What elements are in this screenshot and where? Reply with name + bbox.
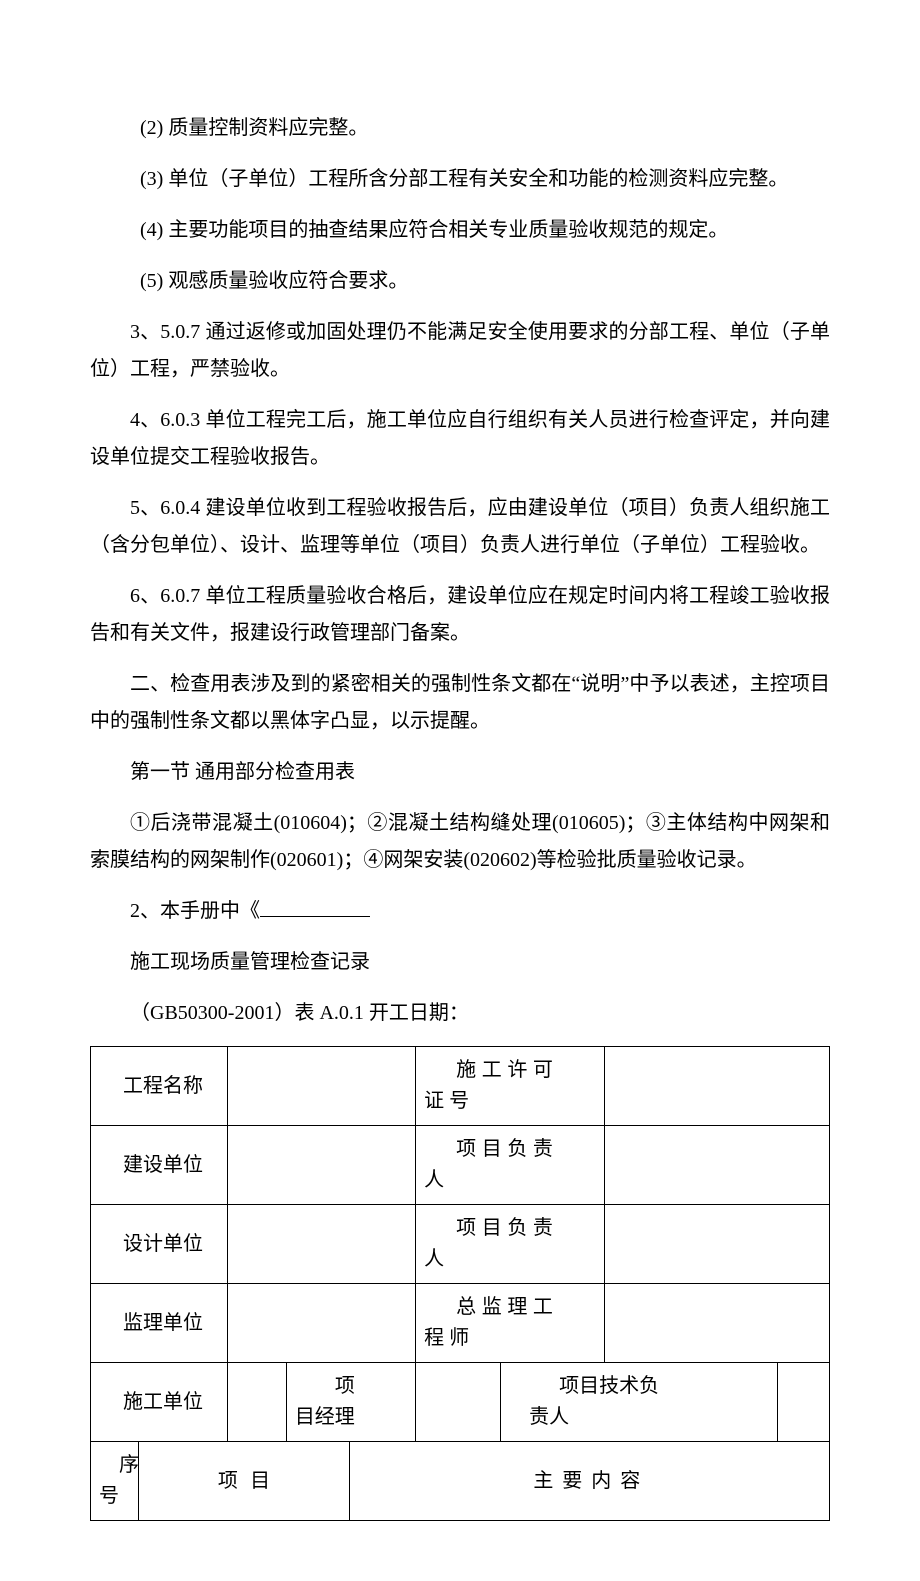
design-lead-line1: 项目负责 xyxy=(424,1217,558,1239)
cell-design-label: 设计单位 xyxy=(91,1205,228,1284)
cell-contractor-label: 施工单位 xyxy=(91,1363,228,1442)
paragraph-4: (4) 主要功能项目的抽查结果应符合相关专业质量验收规范的规定。 xyxy=(90,212,830,249)
cell-pm-value xyxy=(416,1363,501,1442)
seq-line1: 序 xyxy=(99,1454,139,1476)
cell-tech-lead-label: 项目技术负 责人 xyxy=(501,1363,778,1442)
cell-owner-label: 建设单位 xyxy=(91,1126,228,1205)
design-lead-line2: 人 xyxy=(424,1248,444,1270)
pm-line1: 项 xyxy=(295,1375,355,1397)
cell-contractor-value xyxy=(227,1363,286,1442)
paragraph-3: (3) 单位（子单位）工程所含分部工程有关安全和功能的检测资料应完整。 xyxy=(90,161,830,198)
permit-line2: 证 号 xyxy=(424,1090,469,1112)
paragraph-gb-code: （GB50300-2001）表 A.0.1 开工日期： xyxy=(90,995,830,1032)
paragraph-5: (5) 观感质量验收应符合要求。 xyxy=(90,263,830,300)
cell-owner-lead-label: 项目负责 人 xyxy=(416,1126,604,1205)
tech-lead-line1: 项目技术负 xyxy=(509,1375,659,1397)
cell-chief-eng-label: 总监理工 程 师 xyxy=(416,1284,604,1363)
owner-lead-line2: 人 xyxy=(424,1169,444,1191)
paragraph-section2: 二、检查用表涉及到的紧密相关的强制性条文都在“说明”中予以表述，主控项目中的强制… xyxy=(90,666,830,740)
cell-pm-label: 项 目经理 xyxy=(286,1363,415,1442)
paragraph-607: 6、6.0.7 单位工程质量验收合格后，建设单位应在规定时间内将工程竣工验收报告… xyxy=(90,578,830,652)
pm-line2: 目经理 xyxy=(295,1406,355,1428)
paragraph-603: 4、6.0.3 单位工程完工后，施工单位应自行组织有关人员进行检查评定，并向建设… xyxy=(90,402,830,476)
cell-design-lead-value xyxy=(604,1205,829,1284)
cell-supervise-label: 监理单位 xyxy=(91,1284,228,1363)
manual-prefix-text: 2、本手册中《 xyxy=(130,900,260,922)
cell-seq-label: 序 号 xyxy=(91,1442,139,1521)
table-row: 设计单位 项目负责 人 xyxy=(91,1205,830,1284)
cell-chief-eng-value xyxy=(604,1284,829,1363)
inspection-table: 工程名称 施工许可 证 号 建设单位 项目负责 人 设计单位 项目负责 人 xyxy=(90,1046,830,1521)
cell-project-name-label: 工程名称 xyxy=(91,1047,228,1126)
cell-content-label: 主要内容 xyxy=(349,1442,829,1521)
seq-line2: 号 xyxy=(99,1485,119,1507)
table-row: 施工单位 项 目经理 项目技术负 责人 xyxy=(91,1363,830,1442)
chief-eng-line2: 程 师 xyxy=(424,1327,469,1349)
paragraph-2: (2) 质量控制资料应完整。 xyxy=(90,110,830,147)
cell-owner-lead-value xyxy=(604,1126,829,1205)
paragraph-507: 3、5.0.7 通过返修或加固处理仍不能满足安全使用要求的分部工程、单位（子单位… xyxy=(90,314,830,388)
table-row: 建设单位 项目负责 人 xyxy=(91,1126,830,1205)
owner-lead-line1: 项目负责 xyxy=(424,1138,558,1160)
paragraph-manual: 2、本手册中《 xyxy=(90,893,830,930)
cell-project-name-value xyxy=(227,1047,415,1126)
cell-permit-label: 施工许可 证 号 xyxy=(416,1047,604,1126)
document-page: (2) 质量控制资料应完整。 (3) 单位（子单位）工程所含分部工程有关安全和功… xyxy=(0,0,920,1581)
chief-eng-line1: 总监理工 xyxy=(424,1296,558,1318)
cell-item-label: 项 目 xyxy=(139,1442,350,1521)
paragraph-items: ①后浇带混凝土(010604)；②混凝土结构缝处理(010605)；③主体结构中… xyxy=(90,805,830,879)
table-row: 监理单位 总监理工 程 师 xyxy=(91,1284,830,1363)
cell-tech-lead-value xyxy=(778,1363,830,1442)
paragraph-record-title: 施工现场质量管理检查记录 xyxy=(90,944,830,981)
table-row: 序 号 项 目 主要内容 xyxy=(91,1442,830,1521)
permit-line1: 施工许可 xyxy=(424,1059,558,1081)
table-row: 工程名称 施工许可 证 号 xyxy=(91,1047,830,1126)
cell-design-lead-label: 项目负责 人 xyxy=(416,1205,604,1284)
cell-design-value xyxy=(227,1205,415,1284)
cell-supervise-value xyxy=(227,1284,415,1363)
blank-underline xyxy=(260,897,370,917)
tech-lead-line2: 责人 xyxy=(509,1406,569,1428)
paragraph-section-title: 第一节 通用部分检查用表 xyxy=(90,754,830,791)
paragraph-604: 5、6.0.4 建设单位收到工程验收报告后，应由建设单位（项目）负责人组织施工（… xyxy=(90,490,830,564)
cell-permit-value xyxy=(604,1047,829,1126)
cell-owner-value xyxy=(227,1126,415,1205)
